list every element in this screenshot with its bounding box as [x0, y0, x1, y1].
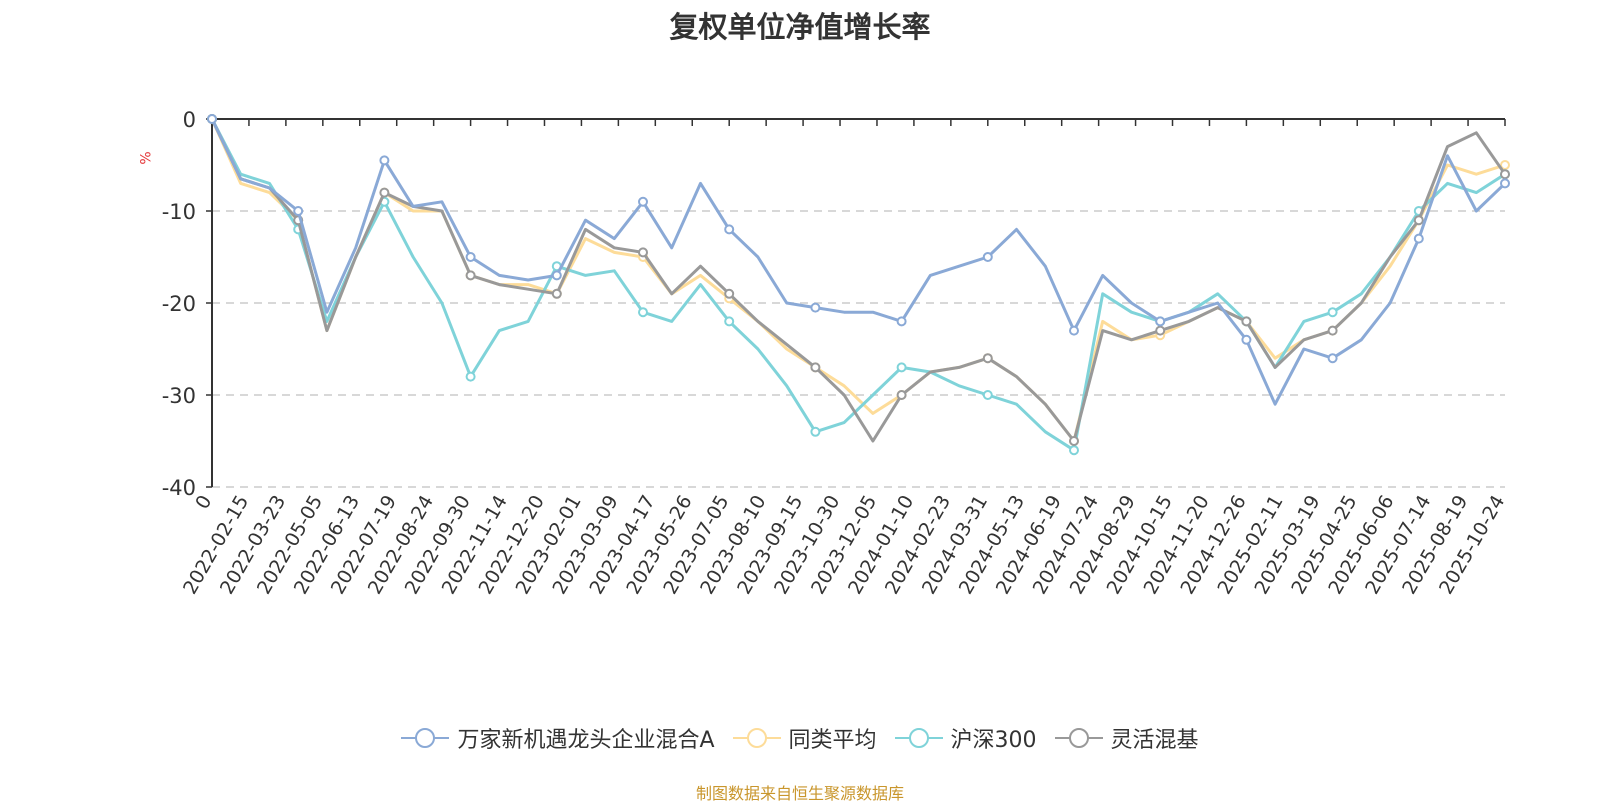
source-note: 制图数据来自恒生聚源数据库	[695, 784, 904, 803]
legend-swatch-hs300-icon	[894, 728, 943, 748]
legend-label-peer: 同类平均	[788, 728, 877, 753]
data-point-hs300[interactable]	[638, 307, 648, 318]
data-point-hs300[interactable]	[810, 426, 821, 437]
legend-item-hs300[interactable]: 沪深300	[894, 722, 1037, 754]
data-point-flex[interactable]	[465, 270, 476, 281]
data-point-flex[interactable]	[982, 353, 993, 364]
data-point-flex[interactable]	[638, 247, 648, 258]
data-point-fund[interactable]	[551, 270, 562, 281]
y-tick-label: -40	[162, 476, 196, 500]
data-point-fund[interactable]	[982, 252, 993, 262]
data-point-fund[interactable]	[724, 224, 735, 235]
legend-item-peer[interactable]: 同类平均	[732, 722, 877, 754]
line-chart: 0-10-20-30-4002022-02-152022-03-232022-0…	[162, 108, 1510, 598]
chart-title: 复权单位净值增长率	[669, 10, 931, 44]
data-point-fund[interactable]	[810, 302, 821, 313]
data-point-fund[interactable]	[1069, 325, 1079, 336]
series-line-hs300[interactable]	[210, 118, 1506, 452]
y-tick-label: -10	[162, 200, 196, 224]
legend-label-hs300: 沪深300	[950, 728, 1037, 753]
legend-item-fund[interactable]: 万家新机遇龙头企业混合A	[401, 722, 715, 754]
data-point-fund[interactable]	[379, 155, 390, 166]
data-point-flex[interactable]	[724, 288, 735, 299]
data-point-fund[interactable]	[207, 114, 217, 124]
data-point-hs300[interactable]	[724, 316, 735, 327]
data-point-fund[interactable]	[293, 206, 304, 216]
data-point-flex[interactable]	[896, 390, 907, 400]
data-point-flex[interactable]	[1413, 215, 1424, 226]
data-point-fund[interactable]	[465, 252, 476, 262]
data-point-flex[interactable]	[1500, 169, 1510, 180]
data-point-hs300[interactable]	[896, 362, 907, 373]
series-line-peer[interactable]	[210, 118, 1506, 443]
data-point-flex[interactable]	[551, 288, 562, 299]
y-tick-label: -30	[162, 384, 196, 408]
data-point-fund[interactable]	[1241, 334, 1252, 345]
data-point-flex[interactable]	[810, 362, 821, 373]
data-point-flex[interactable]	[379, 187, 390, 198]
legend: 万家新机遇龙头企业混合A 同类平均 沪深300 灵活混基	[0, 722, 1600, 754]
data-point-fund[interactable]	[1500, 178, 1510, 189]
data-point-flex[interactable]	[1155, 325, 1166, 336]
data-point-fund[interactable]	[638, 196, 648, 207]
data-point-fund[interactable]	[1327, 353, 1338, 364]
x-tick-label: 0	[191, 492, 216, 513]
data-point-hs300[interactable]	[1069, 445, 1079, 456]
data-point-fund[interactable]	[1155, 316, 1166, 327]
legend-label-fund: 万家新机遇龙头企业混合A	[457, 728, 715, 753]
data-point-peer[interactable]	[1500, 160, 1510, 170]
legend-label-flex: 灵活混基	[1110, 728, 1199, 753]
data-point-hs300[interactable]	[465, 371, 476, 382]
series-line-fund[interactable]	[210, 118, 1507, 406]
y-tick-label: 0	[183, 108, 196, 132]
legend-swatch-fund-icon	[401, 728, 450, 748]
legend-item-flex[interactable]: 灵活混基	[1054, 722, 1199, 754]
data-point-fund[interactable]	[896, 316, 907, 327]
legend-swatch-flex-icon	[1054, 728, 1103, 748]
data-point-fund[interactable]	[1413, 233, 1424, 244]
legend-swatch-peer-icon	[732, 728, 781, 748]
data-point-hs300[interactable]	[982, 390, 993, 400]
data-point-hs300[interactable]	[1327, 307, 1338, 318]
data-point-flex[interactable]	[1327, 325, 1338, 336]
data-point-flex[interactable]	[1241, 316, 1252, 327]
data-point-flex[interactable]	[1069, 436, 1079, 446]
y-tick-label: -20	[162, 292, 196, 316]
series-line-flex[interactable]	[210, 118, 1507, 443]
